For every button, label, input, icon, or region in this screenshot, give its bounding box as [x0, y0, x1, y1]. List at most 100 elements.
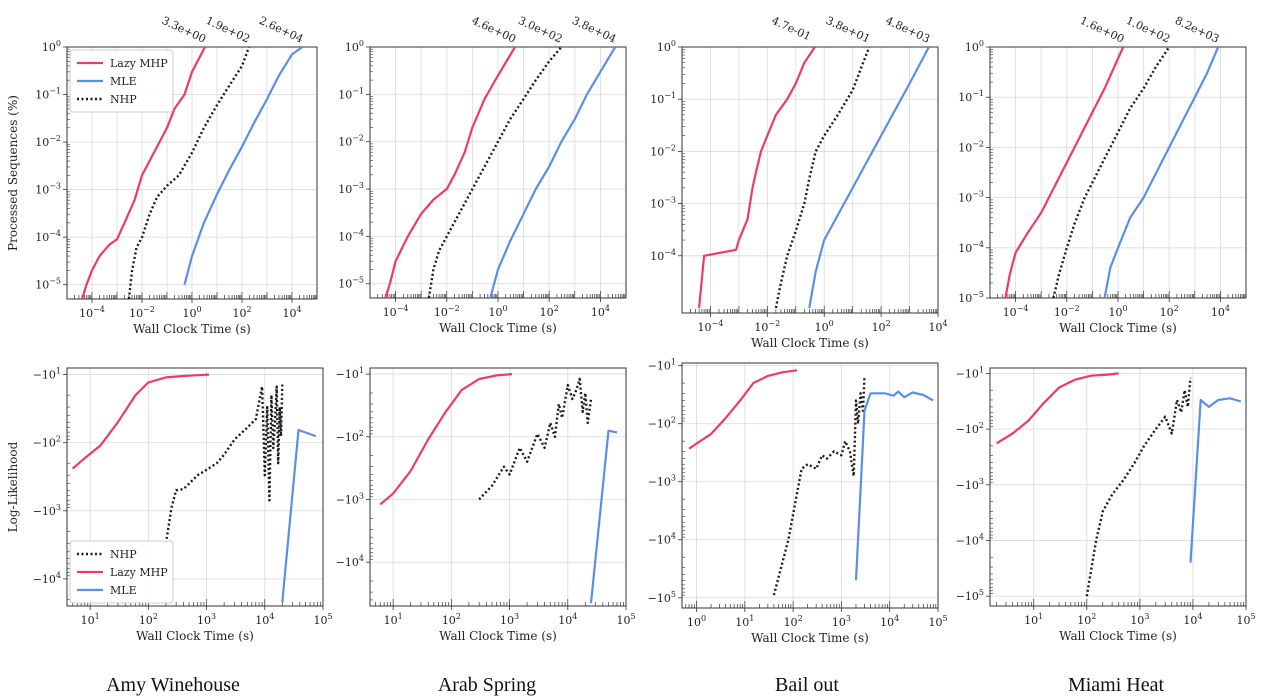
y-tick-label: 100	[345, 39, 364, 54]
x-tick-label: 100	[182, 305, 201, 320]
x-tick-label: 10−4	[698, 319, 724, 334]
bottom-panel-4: 101 102 103 104 105 −101 −102 −103 −104 −105 Wall …	[956, 365, 1256, 643]
top-panel-4: 10−4 10−2 100 102 104 10−5 10−4 10−3 10−2 10−1 100…	[958, 14, 1247, 335]
y-tick-label: 10−3	[338, 181, 364, 196]
x-tick-label: 105	[928, 614, 947, 629]
bottom-panel-3: 100 101 102 103 104 105 −101 −102 −103 −104 −105 Wa…	[648, 358, 948, 645]
x-tick-label: 10−2	[434, 304, 460, 319]
series-lazy-mhp	[379, 373, 513, 506]
y-tick-label: 100	[657, 39, 676, 54]
y-tick-label: 100	[42, 39, 61, 54]
x-axis-label: Wall Clock Time (s)	[136, 629, 254, 643]
legend-label: NHP	[110, 548, 137, 561]
axes-frame	[989, 367, 1247, 607]
axes-frame	[369, 367, 627, 607]
x-tick-label: 105	[616, 612, 635, 627]
series-nhp	[478, 377, 593, 501]
end-time-label: 1.6e+00	[1078, 14, 1126, 46]
end-time-label: 3.8e+04	[570, 14, 618, 46]
series-mle	[281, 428, 317, 603]
axes-frame	[66, 367, 324, 607]
y-tick-label: −105	[648, 590, 676, 605]
end-time-label: 1.0e+02	[1124, 14, 1172, 46]
dataset-caption: Miami Heat	[1068, 674, 1165, 696]
y-tick-label: 10−4	[650, 248, 676, 263]
x-tick-label: 104	[1211, 304, 1230, 319]
x-tick-label: 102	[540, 304, 559, 319]
y-tick-label: −102	[956, 421, 984, 436]
series-mle	[1103, 47, 1220, 298]
y-tick-label: −103	[648, 474, 676, 489]
series-group	[688, 369, 934, 596]
y-tick-label: 10−1	[958, 89, 984, 104]
top-panel-2: 10−4 10−2 100 102 104 10−5 10−4 10−3 10−2 10−1 100…	[338, 14, 627, 335]
y-tick-label: −103	[336, 491, 364, 506]
y-tick-label: 10−4	[35, 229, 61, 244]
x-tick-label: 102	[784, 614, 803, 629]
y-tick-label: 10−1	[338, 86, 364, 101]
y-tick-label: 10−2	[338, 134, 364, 149]
y-tick-label: 10−4	[338, 228, 364, 243]
x-tick-label: 102	[1077, 612, 1096, 627]
x-tick-label: 103	[832, 614, 851, 629]
dataset-caption: Bail out	[775, 674, 839, 696]
y-axis-label: Log-Likelihood	[6, 441, 20, 532]
end-time-label: 3.0e+02	[516, 14, 564, 46]
x-tick-label: 10−2	[754, 319, 780, 334]
y-tick-label: −105	[956, 588, 984, 603]
series-mle	[589, 429, 618, 604]
y-tick-label: −104	[648, 532, 676, 547]
series-mle	[854, 390, 934, 581]
legend-label: Lazy MHP	[110, 57, 168, 70]
legend: NHP Lazy MHP MLE	[69, 540, 174, 604]
x-tick-label: 104	[282, 305, 301, 320]
dataset-caption: Amy Winehouse	[106, 674, 240, 696]
x-tick-label: 101	[81, 612, 100, 627]
grid	[682, 47, 938, 313]
x-tick-label: 10−4	[1003, 304, 1029, 319]
x-tick-label: 100	[488, 304, 507, 319]
series-nhp	[1085, 377, 1192, 597]
x-tick-label: 104	[591, 304, 610, 319]
series-mle	[1189, 397, 1242, 563]
x-tick-label: 104	[880, 614, 899, 629]
end-time-label: 4.8e+03	[884, 14, 932, 46]
series-group	[71, 373, 317, 603]
x-tick-label: 101	[1024, 612, 1043, 627]
series-lazy-mhp	[996, 372, 1119, 445]
series-mle	[489, 47, 617, 298]
y-tick-label: −101	[648, 358, 676, 373]
y-tick-label: 10−3	[958, 190, 984, 205]
y-tick-label: −102	[336, 429, 364, 444]
x-axis-label: Wall Clock Time (s)	[751, 336, 869, 350]
series-group	[996, 372, 1242, 597]
y-tick-label: −104	[33, 571, 61, 586]
series-lazy-mhp	[71, 373, 210, 470]
series-lazy-mhp	[81, 47, 206, 299]
y-tick-label: 10−1	[650, 91, 676, 106]
series-mle	[808, 47, 930, 309]
x-tick-label: 100	[687, 614, 706, 629]
series-lazy-mhp	[688, 369, 798, 450]
x-tick-label: 104	[255, 612, 274, 627]
y-tick-label: 10−1	[35, 87, 61, 102]
x-tick-label: 102	[1160, 304, 1179, 319]
y-tick-label: −101	[33, 367, 61, 382]
x-tick-label: 10−4	[79, 305, 105, 320]
x-tick-label: 100	[1108, 304, 1127, 319]
series-nhp	[164, 384, 284, 544]
y-tick-label: 100	[965, 39, 984, 54]
y-tick-label: −104	[336, 554, 364, 569]
end-time-label: 4.7e-01	[770, 14, 813, 43]
x-tick-label: 100	[815, 319, 834, 334]
x-tick-label: 103	[500, 612, 519, 627]
dataset-caption: Arab Spring	[438, 674, 536, 696]
x-tick-label: 102	[442, 612, 461, 627]
axes-frame	[681, 46, 939, 314]
end-time-label: 1.9e+02	[204, 14, 252, 46]
y-tick-label: 10−4	[958, 240, 984, 255]
grid	[67, 47, 317, 299]
x-axis-label: Wall Clock Time (s)	[751, 631, 869, 645]
legend-label: NHP	[110, 93, 137, 106]
series-nhp	[427, 47, 563, 298]
